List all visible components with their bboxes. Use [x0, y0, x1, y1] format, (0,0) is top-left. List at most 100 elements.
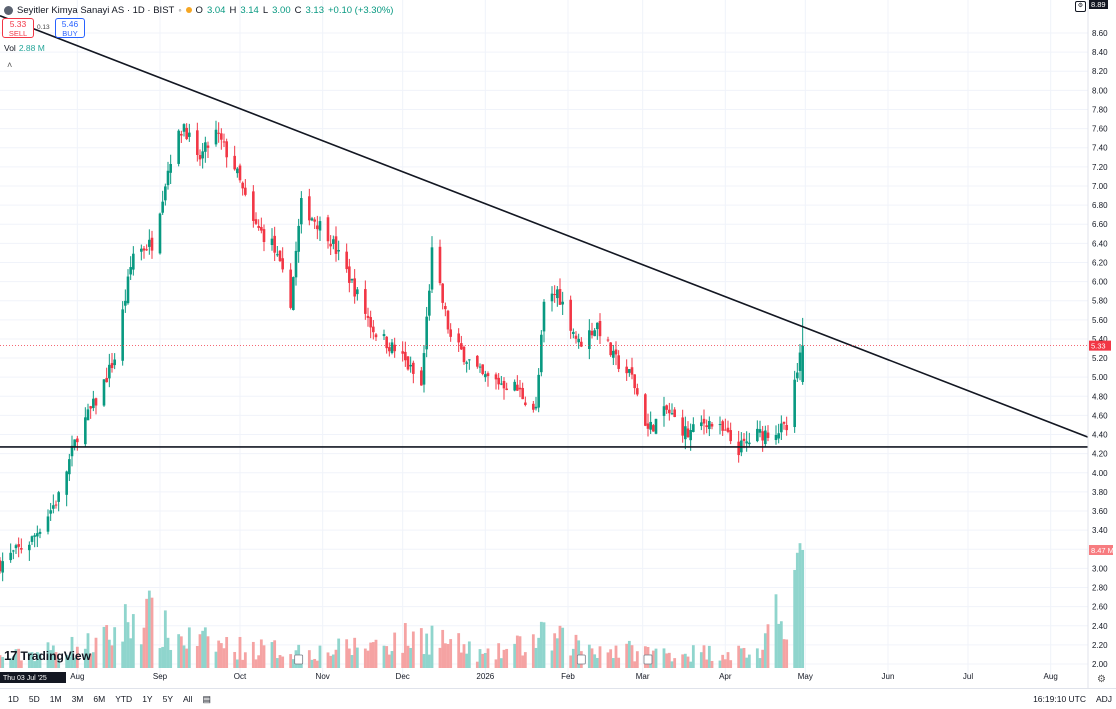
close-value: 3.13: [305, 4, 324, 16]
range-all[interactable]: All: [183, 694, 193, 704]
volume-bar: [329, 655, 333, 668]
volume-bar: [550, 650, 554, 668]
volume-bars: [0, 543, 805, 668]
candle-body: [364, 289, 367, 314]
price-axis[interactable]: 8.60 8.40 8.20 8.00 7.80 7.60 7.40 7.20 7.00 6.80…: [1087, 0, 1116, 688]
candle-body: [110, 363, 114, 369]
clock-time[interactable]: 16:19:10 UTC: [1033, 694, 1086, 704]
volume-bar: [654, 648, 658, 668]
candle-body: [126, 276, 130, 304]
volume-bar: [214, 651, 218, 668]
volume-bar: [558, 625, 562, 668]
volume-bar: [350, 655, 354, 668]
sell-price: 5.33: [9, 19, 27, 29]
candle-body: [761, 431, 764, 441]
volume-bar: [651, 650, 655, 668]
candle-body: [668, 409, 671, 414]
candle-body: [356, 289, 359, 295]
volume-bar: [182, 645, 186, 668]
volume-bar: [83, 648, 87, 668]
candle-body: [204, 142, 207, 152]
high-label: H: [229, 4, 237, 16]
range-1d[interactable]: 1D: [8, 694, 19, 704]
volume-bar: [457, 633, 461, 668]
price-tick-label: 6.00: [1092, 278, 1108, 287]
time-axis[interactable]: Aug Sep Oct Nov Dec 2026 Feb Mar Apr May Jun Jul Aug…: [0, 672, 1058, 683]
candle-body: [782, 421, 786, 424]
gear-icon[interactable]: ⚙: [1097, 674, 1106, 685]
tradingview-logo[interactable]: 17 TradingView: [4, 648, 91, 663]
volume-legend[interactable]: Vol 2.88 M: [4, 43, 45, 53]
volume-bar: [761, 649, 765, 668]
candle-body: [214, 129, 218, 145]
buy-button[interactable]: 5.46 BUY: [55, 18, 85, 38]
time-label: 2026: [476, 672, 494, 681]
price-tick-label: 6.20: [1092, 258, 1108, 267]
candle-body: [742, 438, 746, 441]
volume-bar: [609, 649, 613, 668]
candle-body: [241, 182, 244, 189]
symbol-title[interactable]: Seyitler Kimya Sanayi AS · 1D · BIST: [17, 4, 175, 16]
sell-button[interactable]: 5.33 SELL: [2, 18, 34, 38]
candle-body: [700, 422, 703, 427]
candle-body: [465, 362, 468, 364]
volume-bar: [147, 590, 151, 668]
volume-bar: [721, 654, 725, 668]
earnings-marker: [576, 654, 586, 665]
price-tick-label: 3.60: [1092, 507, 1108, 516]
axis-settings-icon[interactable]: ⚙: [1075, 1, 1086, 12]
range-1y[interactable]: 1Y: [142, 694, 153, 704]
candle-body: [500, 383, 503, 385]
calendar-icon[interactable]: ▤: [202, 693, 211, 704]
volume-bar: [73, 657, 77, 668]
volume-bar: [179, 636, 183, 668]
candle-body: [254, 219, 258, 224]
range-3m[interactable]: 3M: [71, 694, 84, 704]
volume-bar: [683, 653, 687, 668]
volume-bar: [177, 634, 181, 668]
candle-body: [217, 132, 220, 134]
volume-bar: [443, 643, 447, 668]
volume-bar: [475, 661, 479, 668]
candle-body: [334, 236, 338, 254]
candle-body: [105, 377, 108, 383]
candle-body: [798, 352, 802, 371]
volume-bar: [726, 652, 730, 668]
range-6m[interactable]: 6M: [93, 694, 106, 704]
price-tick-label: 6.60: [1092, 220, 1108, 229]
volume-bar: [123, 604, 127, 668]
time-label: Oct: [234, 672, 247, 681]
volume-bar: [633, 661, 637, 668]
sell-label: SELL: [8, 29, 28, 38]
volume-bar: [502, 649, 506, 668]
candle-body: [353, 278, 356, 297]
price-chart[interactable]: 8.60 8.40 8.20 8.00 7.80 7.60 7.40 7.20 7.00 6.80…: [0, 0, 1116, 688]
range-1m[interactable]: 1M: [49, 694, 62, 704]
volume-bar: [777, 623, 781, 668]
volume-bar: [86, 633, 90, 668]
high-value: 3.14: [240, 4, 259, 16]
candle-body: [270, 238, 274, 246]
candle-body: [36, 533, 39, 537]
open-value: 3.04: [206, 4, 226, 16]
candle-body: [17, 544, 20, 547]
range-5d[interactable]: 5D: [28, 694, 40, 704]
candle-body: [702, 418, 706, 424]
volume-bar: [57, 658, 61, 668]
chevron-up-icon[interactable]: ˄: [7, 60, 13, 70]
candle-body: [108, 364, 111, 379]
candle-body: [438, 246, 442, 284]
volume-bar: [387, 654, 391, 668]
range-ytd[interactable]: YTD: [115, 694, 133, 704]
volume-bar: [110, 645, 114, 668]
adjust-toggle[interactable]: ADJ: [1095, 694, 1112, 704]
candle-body: [150, 237, 154, 251]
volume-bar: [747, 654, 751, 668]
time-label: Mar: [636, 672, 650, 681]
eye-icon[interactable]: ◦: [178, 5, 182, 15]
range-5y[interactable]: 5Y: [162, 694, 173, 704]
volume-bar: [259, 639, 263, 668]
volume-bar: [222, 648, 226, 668]
volume-bar: [94, 637, 98, 668]
volume-bar: [793, 569, 797, 668]
